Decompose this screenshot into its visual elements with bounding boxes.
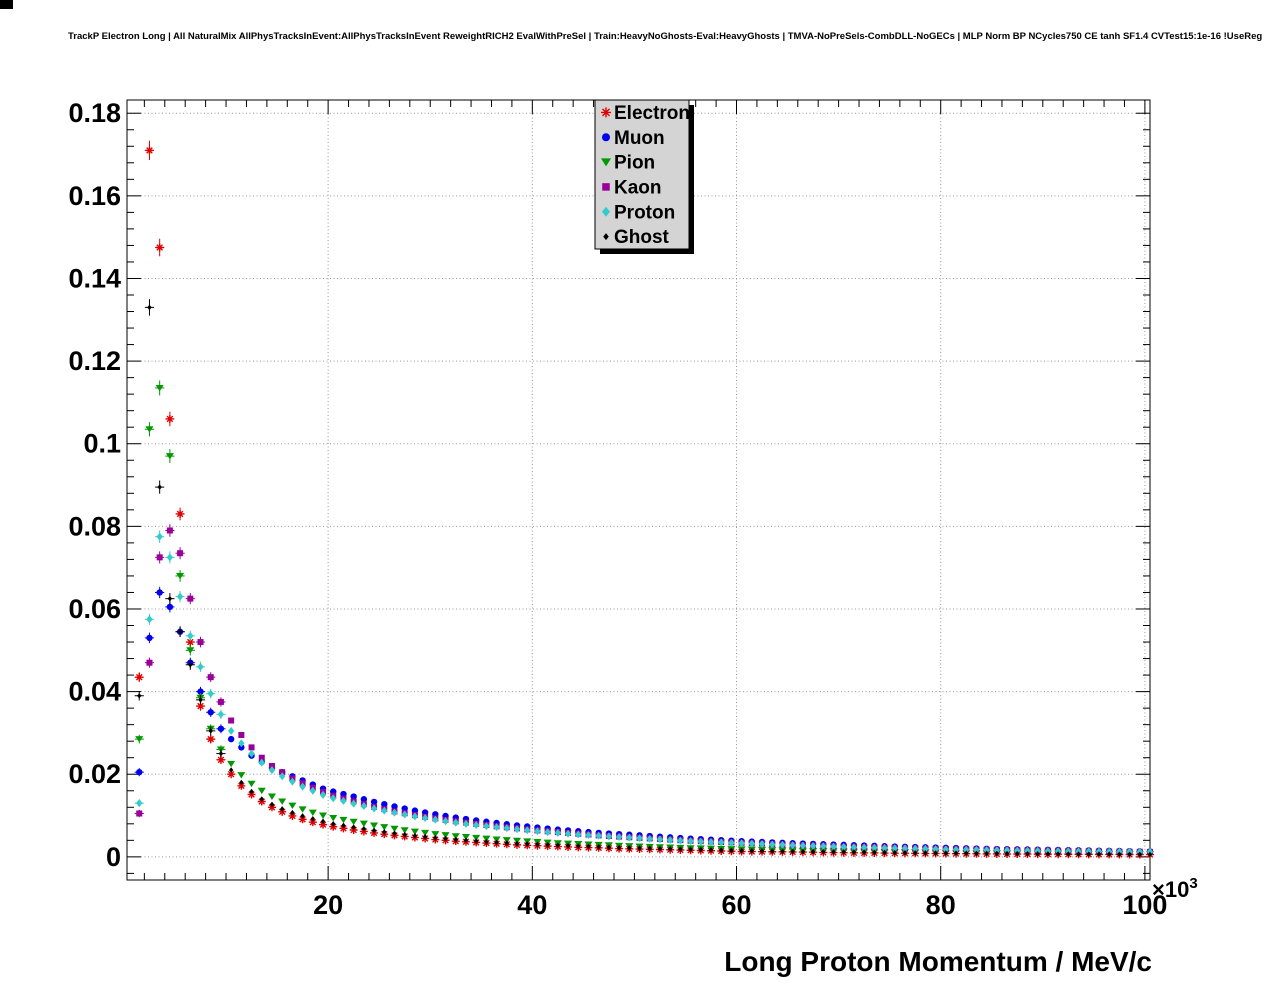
y-tick-label: 0.12 [68, 346, 121, 376]
legend-box [594, 99, 690, 250]
y-tick-label: 0 [106, 842, 121, 872]
y-tick-label: 0.16 [68, 181, 121, 211]
legend: Electron Muon Pion Kaon Proton Ghost [594, 99, 694, 254]
x-axis-title: Long Proton Momentum / MeV/c [724, 946, 1152, 977]
x-tick-label: 80 [926, 890, 956, 920]
x-axis-multiplier: ×103 [1152, 875, 1198, 902]
canvas-corner-marker [0, 0, 13, 9]
y-axis-tick-labels: 0 0.02 0.04 0.06 0.08 0.1 0.12 0.14 0.16 0.18 [68, 98, 121, 872]
plot-title: TrackP Electron Long | All NaturalMix Al… [68, 31, 1263, 42]
legend-label-ghost: Ghost [614, 227, 670, 248]
series-ghost [134, 299, 1153, 858]
legend-item-proton: Proton [602, 202, 675, 223]
legend-item-electron: Electron [601, 103, 690, 124]
series-muon [134, 586, 1154, 855]
axis-ticks [127, 100, 1150, 880]
x-tick-label: 100 [1122, 890, 1167, 920]
series-pion [134, 380, 1154, 858]
legend-label-muon: Muon [614, 128, 665, 149]
legend-label-pion: Pion [614, 153, 655, 174]
x-axis-tick-labels: 20 40 60 80 100 [313, 890, 1167, 920]
legend-label-proton: Proton [614, 202, 675, 223]
legend-label-electron: Electron [614, 103, 690, 124]
x-tick-label: 20 [313, 890, 343, 920]
legend-label-kaon: Kaon [614, 177, 662, 198]
y-tick-label: 0.02 [68, 759, 121, 789]
y-tick-label: 0.08 [68, 511, 121, 541]
legend-item-muon: Muon [602, 128, 665, 149]
series-kaon [134, 524, 1153, 855]
x-tick-label: 40 [517, 890, 547, 920]
y-tick-label: 0.18 [68, 98, 121, 128]
legend-item-kaon: Kaon [602, 177, 662, 198]
y-tick-label: 0.14 [68, 263, 121, 293]
series-proton [134, 530, 1154, 856]
gridlines [127, 100, 1150, 880]
legend-item-pion: Pion [601, 153, 655, 174]
legend-item-ghost: Ghost [603, 227, 670, 248]
y-tick-label: 0.04 [68, 677, 121, 707]
x-tick-label: 60 [721, 890, 751, 920]
y-tick-label: 0.1 [83, 429, 121, 459]
y-tick-label: 0.06 [68, 594, 121, 624]
